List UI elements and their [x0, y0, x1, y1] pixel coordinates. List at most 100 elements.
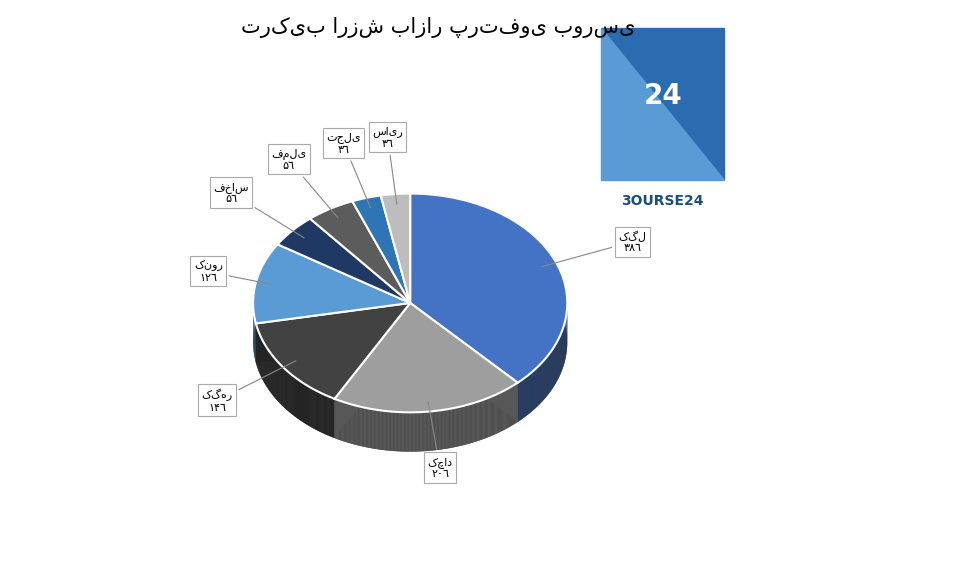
- Polygon shape: [324, 394, 325, 434]
- Polygon shape: [492, 396, 493, 436]
- Polygon shape: [329, 397, 330, 436]
- Polygon shape: [472, 403, 473, 443]
- Polygon shape: [450, 408, 451, 448]
- Text: سایر
۳٦: سایر ۳٦: [372, 126, 403, 204]
- Polygon shape: [278, 219, 411, 303]
- Polygon shape: [452, 408, 454, 448]
- Polygon shape: [464, 406, 465, 445]
- Polygon shape: [299, 380, 300, 420]
- Polygon shape: [357, 406, 358, 445]
- Polygon shape: [333, 398, 334, 438]
- Polygon shape: [437, 411, 438, 450]
- Polygon shape: [468, 404, 469, 444]
- Polygon shape: [467, 404, 468, 444]
- Polygon shape: [496, 394, 498, 434]
- Polygon shape: [381, 411, 382, 450]
- Polygon shape: [481, 400, 483, 440]
- Polygon shape: [495, 394, 496, 434]
- Polygon shape: [427, 412, 428, 451]
- Polygon shape: [444, 410, 445, 449]
- Polygon shape: [458, 407, 460, 446]
- Polygon shape: [507, 388, 508, 428]
- Polygon shape: [396, 412, 397, 451]
- Polygon shape: [414, 412, 415, 452]
- Polygon shape: [390, 411, 391, 450]
- Polygon shape: [391, 411, 392, 451]
- Text: کگل
۳۸٦: کگل ۳۸٦: [541, 230, 647, 267]
- Polygon shape: [421, 412, 422, 452]
- Polygon shape: [373, 409, 374, 449]
- Polygon shape: [354, 405, 356, 445]
- Polygon shape: [461, 406, 463, 445]
- Polygon shape: [311, 388, 312, 428]
- Polygon shape: [304, 384, 305, 424]
- Polygon shape: [494, 395, 495, 435]
- Polygon shape: [508, 388, 509, 427]
- Polygon shape: [413, 412, 414, 452]
- Polygon shape: [385, 411, 387, 450]
- Text: 24: 24: [644, 82, 682, 110]
- Polygon shape: [440, 410, 441, 449]
- Polygon shape: [374, 410, 375, 449]
- Polygon shape: [397, 412, 399, 451]
- Polygon shape: [483, 399, 484, 439]
- Polygon shape: [343, 402, 345, 442]
- Polygon shape: [301, 381, 302, 421]
- Polygon shape: [334, 303, 518, 412]
- Text: ترکیب ارزش بازار پرتفوی بورسی: ترکیب ارزش بازار پرتفوی بورسی: [241, 17, 635, 38]
- Polygon shape: [425, 412, 427, 451]
- Polygon shape: [431, 411, 432, 450]
- Polygon shape: [601, 28, 724, 180]
- Polygon shape: [342, 402, 343, 441]
- Polygon shape: [326, 396, 328, 435]
- Polygon shape: [489, 397, 490, 437]
- Polygon shape: [371, 409, 373, 448]
- Polygon shape: [498, 393, 499, 433]
- Polygon shape: [336, 399, 337, 439]
- Polygon shape: [411, 303, 518, 422]
- Polygon shape: [516, 383, 517, 423]
- Polygon shape: [314, 390, 316, 430]
- Polygon shape: [487, 398, 488, 438]
- Polygon shape: [302, 382, 303, 422]
- Polygon shape: [424, 412, 425, 451]
- Polygon shape: [337, 400, 338, 439]
- Polygon shape: [601, 28, 724, 180]
- Text: کگهر
۱۴٦: کگهر ۱۴٦: [202, 361, 296, 413]
- Polygon shape: [349, 403, 350, 443]
- Polygon shape: [378, 410, 380, 449]
- Polygon shape: [334, 303, 411, 438]
- Polygon shape: [406, 412, 407, 452]
- Polygon shape: [306, 385, 308, 425]
- Polygon shape: [480, 401, 481, 440]
- Polygon shape: [447, 409, 448, 449]
- Text: 3OURSE24: 3OURSE24: [622, 194, 704, 208]
- Polygon shape: [499, 392, 500, 432]
- Polygon shape: [253, 245, 411, 324]
- Polygon shape: [365, 408, 367, 447]
- Polygon shape: [361, 407, 362, 447]
- Polygon shape: [358, 406, 360, 446]
- Polygon shape: [375, 410, 377, 449]
- Polygon shape: [514, 385, 515, 425]
- Polygon shape: [501, 391, 503, 431]
- Polygon shape: [364, 407, 365, 447]
- Polygon shape: [399, 412, 400, 452]
- Polygon shape: [300, 381, 301, 421]
- Text: فملی
۵٦: فملی ۵٦: [271, 149, 338, 218]
- Polygon shape: [325, 395, 326, 435]
- Polygon shape: [360, 407, 361, 446]
- Polygon shape: [308, 386, 309, 426]
- Polygon shape: [484, 399, 485, 439]
- Polygon shape: [475, 402, 476, 442]
- Polygon shape: [367, 408, 368, 448]
- Polygon shape: [352, 195, 411, 303]
- Polygon shape: [477, 402, 478, 442]
- Polygon shape: [469, 404, 471, 444]
- Polygon shape: [436, 411, 437, 450]
- Polygon shape: [504, 390, 505, 430]
- Polygon shape: [356, 406, 357, 445]
- Polygon shape: [347, 403, 349, 443]
- Polygon shape: [479, 401, 480, 440]
- Text: کنور
۱۲٦: کنور ۱۲٦: [194, 260, 271, 284]
